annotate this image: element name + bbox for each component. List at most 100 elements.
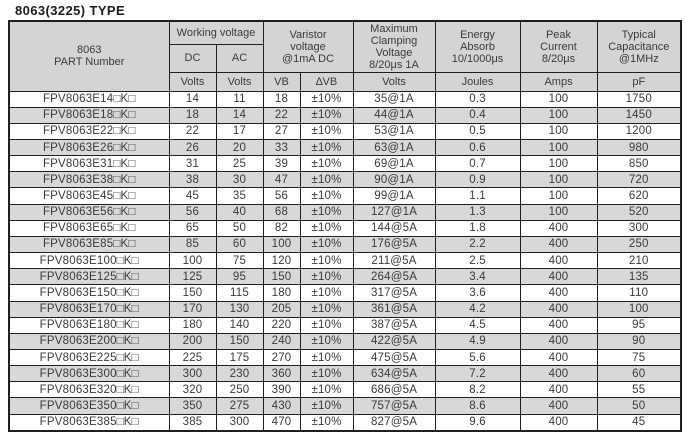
delta-vb-cell: ±10% xyxy=(299,348,354,367)
table-header: 8063 PART Number Working voltage Varisto… xyxy=(8,20,682,92)
energy-cell: 0.3 xyxy=(434,90,521,108)
delta-vb-cell: ±10% xyxy=(299,413,354,432)
peak-current-cell: 400 xyxy=(519,252,598,270)
vb-cell: 27 xyxy=(262,122,301,140)
table-row: FPV8063E14□K□ 14 11 18 ±10% 35@1A 0.3 100 1750 xyxy=(8,90,682,108)
ac-volts-cell: 50 xyxy=(215,219,264,237)
clamping-voltage-cell: 90@1A xyxy=(352,171,436,189)
part-number-cell: FPV8063E85□K□ xyxy=(8,235,170,254)
vb-cell: 22 xyxy=(262,106,301,124)
part-number-cell: FPV8063E18□K□ xyxy=(8,106,170,124)
capacitance-cell: 55 xyxy=(596,381,682,399)
clamping-voltage-cell: 63@1A xyxy=(352,138,436,157)
energy-cell: 2.5 xyxy=(434,252,521,270)
vb-cell: 270 xyxy=(262,348,301,367)
ac-volts-cell: 275 xyxy=(215,397,264,415)
delta-vb-cell: ±10% xyxy=(299,381,354,399)
ac-volts-cell: 150 xyxy=(215,332,264,351)
vb-cell: 47 xyxy=(262,171,301,189)
clamping-voltage-cell: 44@1A xyxy=(352,106,436,124)
page-title: 8063(3225) TYPE xyxy=(15,3,126,18)
clamping-voltage-cell: 99@1A xyxy=(352,187,436,205)
energy-cell: 5.6 xyxy=(434,348,521,367)
peak-current-cell: 400 xyxy=(519,316,598,334)
peak-current-cell: 400 xyxy=(519,235,598,254)
energy-cell: 0.4 xyxy=(434,106,521,124)
table-row: FPV8063E85□K□ 85 60 100 ±10% 176@5A 2.2 400 250 xyxy=(8,235,682,254)
capacitance-cell: 95 xyxy=(596,316,682,334)
header-unit-dc-volts: Volts xyxy=(168,71,217,92)
dc-volts-cell: 150 xyxy=(168,284,217,302)
energy-cell: 3.6 xyxy=(434,284,521,302)
part-number-cell: FPV8063E31□K□ xyxy=(8,155,170,173)
dc-volts-cell: 45 xyxy=(168,187,217,205)
ac-volts-cell: 130 xyxy=(215,300,264,318)
ac-volts-cell: 14 xyxy=(215,106,264,124)
table-row: FPV8063E170□K□ 170 130 205 ±10% 361@5A 4.2 400 1… xyxy=(8,300,682,318)
dc-volts-cell: 31 xyxy=(168,155,217,173)
peak-current-cell: 100 xyxy=(519,171,598,189)
capacitance-cell: 110 xyxy=(596,284,682,302)
part-number-cell: FPV8063E350□K□ xyxy=(8,397,170,415)
clamping-voltage-cell: 827@5A xyxy=(352,413,436,432)
vb-cell: 205 xyxy=(262,300,301,318)
table-row: FPV8063E300□K□ 300 230 360 ±10% 634@5A 7.2 400 6… xyxy=(8,365,682,383)
header-unit-amps: Amps xyxy=(519,71,598,92)
table-row: FPV8063E31□K□ 31 25 39 ±10% 69@1A 0.7 100 850 xyxy=(8,155,682,173)
peak-current-cell: 400 xyxy=(519,300,598,318)
clamping-voltage-cell: 422@5A xyxy=(352,332,436,351)
peak-current-cell: 100 xyxy=(519,122,598,140)
capacitance-cell: 135 xyxy=(596,268,682,286)
energy-cell: 0.6 xyxy=(434,138,521,157)
delta-vb-cell: ±10% xyxy=(299,332,354,351)
delta-vb-cell: ±10% xyxy=(299,90,354,108)
ac-volts-cell: 30 xyxy=(215,171,264,189)
clamping-voltage-cell: 35@1A xyxy=(352,90,436,108)
capacitance-cell: 100 xyxy=(596,300,682,318)
part-number-cell: FPV8063E180□K□ xyxy=(8,316,170,334)
spec-table: 8063 PART Number Working voltage Varisto… xyxy=(8,20,683,432)
part-number-cell: FPV8063E14□K□ xyxy=(8,90,170,108)
delta-vb-cell: ±10% xyxy=(299,187,354,205)
table-row: FPV8063E320□K□ 320 250 390 ±10% 686@5A 8.2 400 5… xyxy=(8,381,682,399)
energy-cell: 4.2 xyxy=(434,300,521,318)
capacitance-cell: 75 xyxy=(596,348,682,367)
header-max-clamping-voltage: Maximum Clamping Voltage 8/20μs 1A xyxy=(352,20,436,73)
vb-cell: 180 xyxy=(262,284,301,302)
table-body: FPV8063E14□K□ 14 11 18 ±10% 35@1A 0.3 100 1750 FP… xyxy=(8,90,682,432)
capacitance-cell: 300 xyxy=(596,219,682,237)
capacitance-cell: 720 xyxy=(596,171,682,189)
peak-current-cell: 400 xyxy=(519,332,598,351)
part-number-cell: FPV8063E320□K□ xyxy=(8,381,170,399)
delta-vb-cell: ±10% xyxy=(299,300,354,318)
clamping-voltage-cell: 387@5A xyxy=(352,316,436,334)
part-number-cell: FPV8063E300□K□ xyxy=(8,365,170,383)
delta-vb-cell: ±10% xyxy=(299,106,354,124)
dc-volts-cell: 56 xyxy=(168,203,217,221)
clamping-voltage-cell: 264@5A xyxy=(352,268,436,286)
peak-current-cell: 100 xyxy=(519,106,598,124)
ac-volts-cell: 175 xyxy=(215,348,264,367)
table-row: FPV8063E225□K□ 225 175 270 ±10% 475@5A 5.6 400 7… xyxy=(8,348,682,367)
table-row: FPV8063E125□K□ 125 95 150 ±10% 264@5A 3.4 400 13… xyxy=(8,268,682,286)
dc-volts-cell: 26 xyxy=(168,138,217,157)
delta-vb-cell: ±10% xyxy=(299,203,354,221)
dc-volts-cell: 14 xyxy=(168,90,217,108)
part-number-cell: FPV8063E225□K□ xyxy=(8,348,170,367)
energy-cell: 7.2 xyxy=(434,365,521,383)
clamping-voltage-cell: 69@1A xyxy=(352,155,436,173)
energy-cell: 0.7 xyxy=(434,155,521,173)
delta-vb-cell: ±10% xyxy=(299,235,354,254)
peak-current-cell: 400 xyxy=(519,268,598,286)
delta-vb-cell: ±10% xyxy=(299,284,354,302)
vb-cell: 360 xyxy=(262,365,301,383)
clamping-voltage-cell: 686@5A xyxy=(352,381,436,399)
energy-cell: 9.6 xyxy=(434,413,521,432)
delta-vb-cell: ±10% xyxy=(299,138,354,157)
capacitance-cell: 850 xyxy=(596,155,682,173)
table-row: FPV8063E22□K□ 22 17 27 ±10% 53@1A 0.5 100 1200 xyxy=(8,122,682,140)
part-number-cell: FPV8063E65□K□ xyxy=(8,219,170,237)
header-ac: AC xyxy=(215,43,264,73)
vb-cell: 39 xyxy=(262,155,301,173)
